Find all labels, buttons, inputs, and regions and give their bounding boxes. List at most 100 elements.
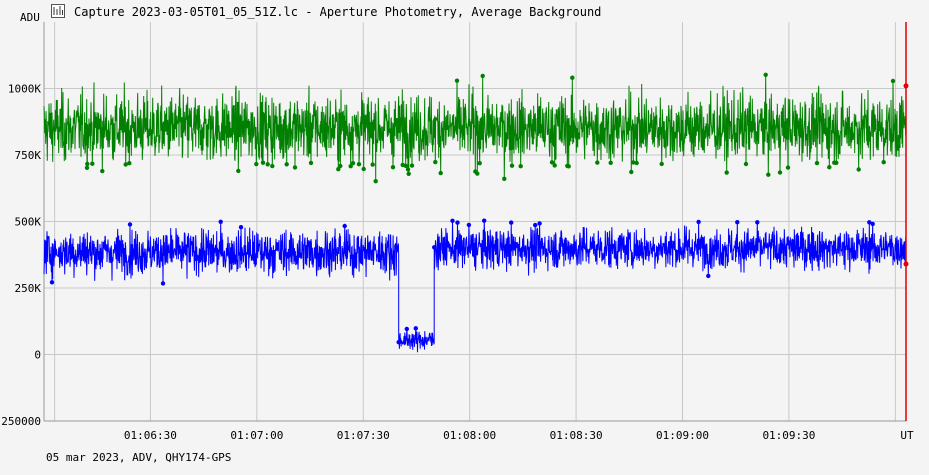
green-series [43,72,907,184]
data-point [85,161,90,167]
window-title: Capture 2023-03-05T01_05_51Z.lc - Apertu… [74,5,602,19]
data-series-layer [43,72,907,353]
data-point [549,160,555,165]
data-point [570,75,575,80]
x-tick-label: 01:07:30 [337,429,390,442]
data-point [755,220,760,225]
data-point [432,245,437,250]
data-point [270,163,275,169]
data-point [502,176,507,181]
data-point [890,78,896,84]
data-point [284,162,289,167]
data-point [595,160,600,165]
data-point [292,165,298,170]
data-point [127,161,132,166]
data-point [552,163,557,168]
data-point [127,222,133,227]
data-point [454,78,460,83]
data-point [342,223,347,229]
series-line [43,74,907,182]
data-point [336,167,341,172]
data-point [236,168,241,174]
data-point [735,220,740,225]
x-tick-label: 01:09:30 [762,429,815,442]
data-point [238,225,244,230]
data-point [361,166,366,172]
data-point [827,165,832,170]
data-point [706,273,711,279]
data-point [356,162,362,167]
data-point [743,161,749,167]
data-point [518,164,523,169]
data-point [537,221,542,226]
x-tick-label: 01:08:00 [443,429,496,442]
data-point [260,160,266,165]
data-point [696,219,701,225]
data-point [265,162,270,167]
data-point [856,167,861,172]
data-point [867,220,872,225]
series-markers [84,72,896,184]
x-axis-label: UT [900,429,914,442]
data-point [466,222,472,228]
data-point [123,162,128,167]
y-tick-label: 0 [34,349,41,362]
data-point [406,171,411,176]
x-tick-label: 01:06:30 [124,429,177,442]
data-point [814,160,820,166]
data-point [785,165,791,170]
y-tick-label: 250000 [1,415,41,428]
data-point [629,169,634,175]
data-point [403,163,408,168]
data-point [450,218,455,223]
data-point [724,170,729,175]
x-tick-label: 01:07:00 [230,429,283,442]
data-point [350,161,356,166]
data-point [763,72,768,78]
data-point [777,170,783,175]
data-point [509,163,515,168]
y-axis-label: ADU [20,11,40,24]
cursor-marker-blue [903,261,909,267]
data-point [608,160,613,165]
data-point [881,160,886,165]
data-point [438,170,443,176]
capture-info: 05 mar 2023, ADV, QHY174-GPS [46,451,232,464]
data-point [409,163,415,168]
data-point [433,159,438,165]
blue-series [43,218,907,353]
data-point [390,165,396,170]
data-point [90,161,95,166]
data-point [254,161,259,167]
data-point [834,160,839,165]
data-point [218,219,223,224]
data-point [455,220,460,225]
data-point [370,162,375,167]
data-point [477,161,482,166]
x-tick-label: 01:08:30 [550,429,603,442]
data-point [404,326,409,332]
data-point [49,280,55,285]
data-point [509,220,514,225]
data-point [631,160,636,165]
tick-labels: 1000K 750K 500K 250K 0 250000 01:06:30 01:07:00… [1,83,914,443]
time-cursor[interactable] [903,22,909,421]
data-point [84,165,90,170]
data-point [870,221,875,227]
data-point [160,281,166,286]
data-point [480,73,485,79]
cursor-marker-green [903,83,909,89]
data-point [766,172,771,177]
chart-icon [51,4,65,18]
data-point [338,163,343,169]
data-point [405,167,411,172]
data-point [100,168,105,174]
data-point [659,161,664,167]
data-point [308,160,314,166]
data-point [348,164,353,169]
y-tick-label: 750K [15,149,42,162]
data-point [566,164,571,169]
data-point [475,171,480,176]
data-point [413,326,418,331]
